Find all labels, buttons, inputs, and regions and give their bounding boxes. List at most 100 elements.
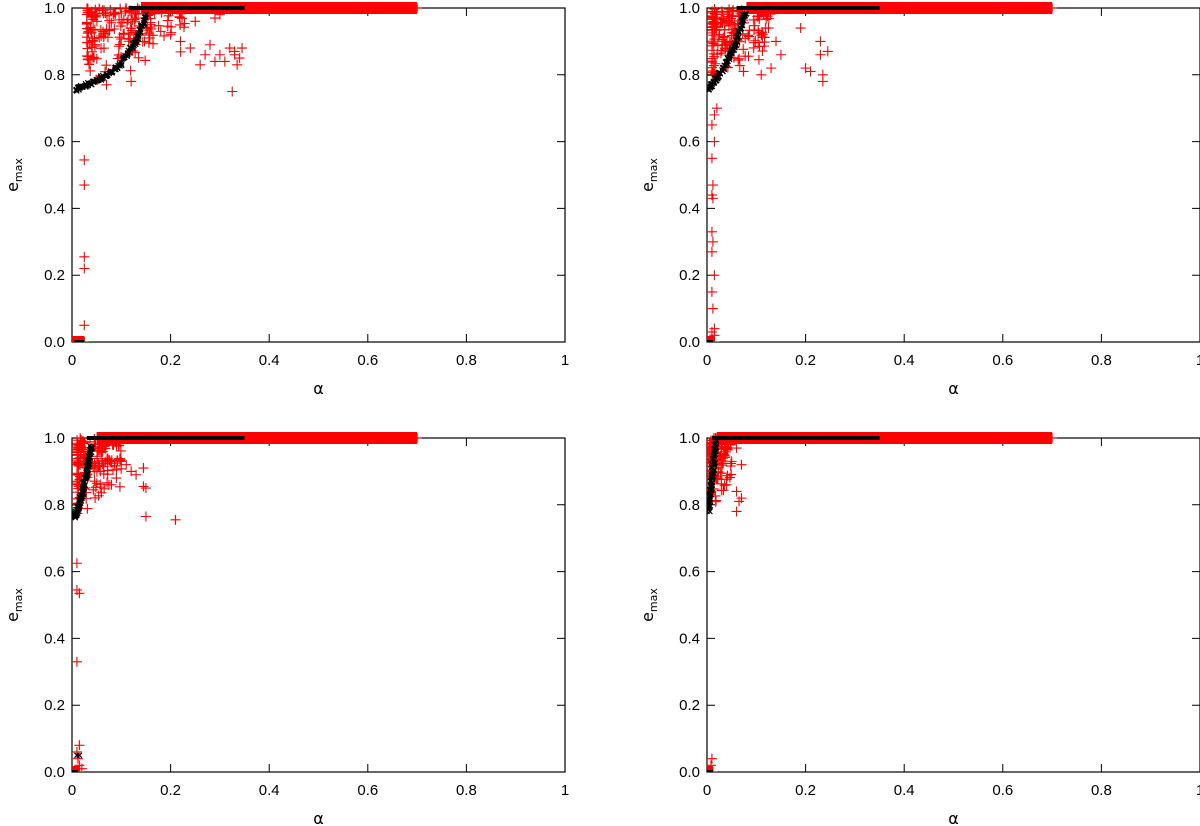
x-tick-label: 0.8 (456, 352, 477, 369)
data-point (738, 66, 749, 77)
saturated-band (72, 770, 78, 772)
y-tick-label: 0.8 (44, 497, 65, 514)
data-point (138, 463, 149, 474)
data-point (76, 752, 83, 759)
data-point (719, 24, 730, 35)
data-point (227, 86, 238, 97)
data-point (94, 32, 105, 43)
data-point (155, 26, 166, 37)
data-point (708, 48, 719, 59)
data-point (175, 46, 186, 57)
saturated-band (96, 432, 418, 444)
data-point (89, 476, 100, 487)
data-point (82, 50, 93, 61)
data-point (87, 35, 98, 46)
data-point (104, 15, 115, 26)
data-point (707, 18, 718, 29)
data-point (110, 8, 121, 19)
data-point (175, 8, 186, 19)
saturated-band (736, 6, 880, 10)
data-point (141, 14, 148, 21)
data-point (185, 43, 196, 54)
data-point (749, 24, 760, 35)
data-point (731, 486, 742, 497)
y-tick-label: 0.4 (44, 630, 65, 647)
data-point (815, 49, 826, 60)
data-point (205, 39, 216, 50)
data-point (753, 54, 764, 65)
data-point (707, 286, 717, 297)
data-point (129, 45, 136, 52)
data-point (111, 473, 122, 484)
data-point (96, 487, 107, 498)
saturated-band (746, 2, 1053, 14)
data-point (727, 6, 738, 17)
x-tick-label: 0.4 (259, 782, 280, 799)
data-point (709, 136, 720, 147)
data-point (734, 33, 740, 40)
data-point (711, 25, 722, 36)
data-point (113, 41, 124, 52)
data-point (76, 763, 87, 772)
x-tick-label: 1 (1196, 352, 1200, 369)
saturated-band (128, 6, 245, 10)
data-point (707, 193, 718, 204)
data-point (707, 767, 718, 772)
data-point (733, 55, 744, 66)
y-tick-label: 1.0 (679, 430, 700, 447)
data-point (708, 38, 719, 49)
data-point (118, 59, 125, 66)
data-point (74, 740, 85, 751)
data-point (116, 8, 127, 19)
data-point (102, 477, 113, 488)
data-point (795, 23, 806, 34)
data-point (141, 21, 147, 28)
data-point (79, 320, 90, 331)
y-axis-label: emax (638, 158, 660, 192)
y-tick-label: 0.8 (679, 67, 700, 84)
data-point (707, 56, 717, 67)
data-point (761, 14, 772, 25)
data-point (209, 56, 220, 67)
data-point (140, 483, 151, 494)
data-point (740, 33, 751, 44)
data-point (749, 20, 760, 31)
data-point (109, 7, 120, 18)
data-point (131, 469, 142, 480)
data-point (101, 79, 112, 90)
data-point (99, 483, 110, 494)
data-point (121, 459, 132, 470)
data-point (83, 26, 94, 37)
data-point (805, 66, 816, 77)
data-point (707, 478, 714, 484)
data-point (165, 29, 176, 40)
y-tick-label: 0.0 (679, 764, 700, 781)
data-point (91, 53, 102, 64)
data-point (98, 32, 109, 43)
data-point (101, 440, 112, 451)
saturated-band (711, 436, 880, 440)
x-tick-label: 0.2 (160, 782, 181, 799)
data-point (139, 36, 150, 47)
data-point (214, 49, 225, 60)
data-point (74, 752, 80, 759)
y-tick-label: 0.6 (679, 134, 700, 151)
data-point (84, 59, 95, 70)
data-point (754, 27, 765, 38)
data-point (82, 503, 93, 514)
data-point (114, 481, 125, 492)
data-point (232, 59, 243, 70)
x-tick-label: 0.6 (357, 352, 378, 369)
series-red (72, 432, 423, 772)
data-point (707, 760, 716, 771)
data-point (82, 37, 93, 48)
data-point (759, 41, 770, 52)
data-point (214, 9, 225, 20)
data-point (145, 19, 156, 30)
data-point (724, 17, 735, 28)
x-tick-label: 0.4 (894, 352, 915, 369)
data-point (97, 458, 108, 469)
x-tick-label: 0.8 (456, 782, 477, 799)
data-point (716, 18, 727, 29)
plot-frame (706, 437, 1200, 773)
